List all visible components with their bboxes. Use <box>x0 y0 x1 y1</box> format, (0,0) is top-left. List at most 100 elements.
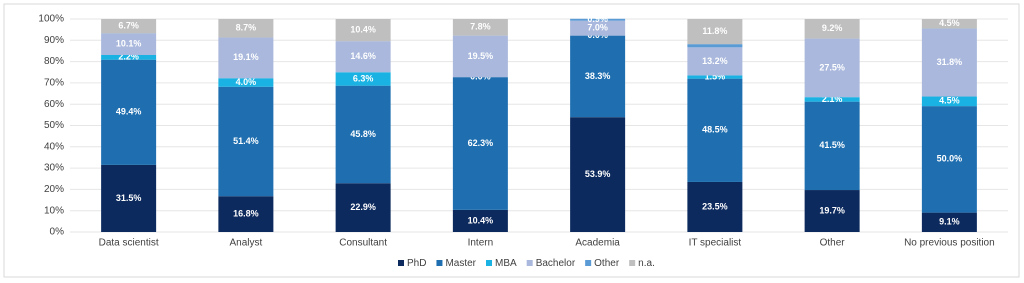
bar-segment <box>687 75 743 79</box>
legend-swatch <box>398 260 404 266</box>
bar-segment <box>921 96 977 107</box>
y-tick-label: 40% <box>44 141 64 152</box>
data-label: 22.9% <box>350 202 376 212</box>
data-label: 41.5% <box>819 140 845 150</box>
data-label: 13.2% <box>702 56 728 66</box>
data-label: 14.6% <box>350 51 376 61</box>
x-tick-label: Other <box>820 238 846 249</box>
bar-segment <box>101 33 157 55</box>
data-label: 31.5% <box>116 193 142 203</box>
y-tick-label: 50% <box>44 120 64 131</box>
data-label: 50.0% <box>937 154 963 164</box>
bar-segment <box>687 19 743 45</box>
data-label: 48.5% <box>702 125 728 135</box>
data-label: 6.3% <box>353 73 374 83</box>
bar-segment <box>570 18 626 21</box>
bar-segment <box>921 212 977 232</box>
bar-segment <box>804 38 860 98</box>
data-label: 10.1% <box>116 39 142 49</box>
y-tick-label: 90% <box>44 35 64 46</box>
y-tick-label: 10% <box>44 205 64 216</box>
bar-segment <box>570 35 626 118</box>
data-label: 9.1% <box>939 217 960 227</box>
y-tick-label: 80% <box>44 56 64 67</box>
bar-segment <box>218 78 274 87</box>
bar-segment <box>335 41 391 73</box>
legend: PhD Master MBA Bachelor Other n.a. <box>398 258 655 269</box>
bar-segment <box>452 19 508 36</box>
legend-swatch <box>486 260 493 266</box>
data-label: 8.7% <box>236 23 257 33</box>
bar-segment <box>335 183 391 232</box>
y-tick-label: 30% <box>44 163 64 174</box>
data-label: 23.5% <box>702 201 728 211</box>
data-label: 27.5% <box>819 62 845 72</box>
data-label: 62.3% <box>468 138 494 148</box>
data-label: 7.0% <box>587 23 608 33</box>
bar-segment <box>452 35 508 78</box>
legend-label: MBA <box>495 258 517 269</box>
x-tick-label: Data scientist <box>99 238 159 249</box>
data-label: 7.8% <box>470 22 491 32</box>
data-label: 2.2% <box>118 52 139 62</box>
bar-segment <box>335 85 391 184</box>
data-label: 19.1% <box>233 52 259 62</box>
bar-segment <box>804 97 860 102</box>
legend-label: Bachelor <box>536 258 576 269</box>
y-tick-label: 60% <box>44 99 64 110</box>
y-tick-label: 20% <box>44 184 64 195</box>
legend-label: PhD <box>407 258 426 269</box>
data-label: 45.8% <box>350 129 376 139</box>
bar-segment <box>218 196 274 232</box>
y-tick-label: 0% <box>50 227 65 238</box>
bar-segment <box>452 209 508 232</box>
x-tick-label: No previous position <box>904 238 995 249</box>
bar-segment <box>218 86 274 197</box>
bar-segment <box>570 20 626 36</box>
data-label: 11.8% <box>702 26 727 36</box>
bar-segment <box>921 106 977 213</box>
x-tick-label: Analyst <box>229 238 262 249</box>
bar-segment <box>335 72 391 86</box>
bar-segment <box>570 117 626 232</box>
data-label: 10.4% <box>350 24 376 34</box>
bar-segment <box>101 19 157 34</box>
bar-segment <box>101 59 157 165</box>
legend-swatch <box>629 260 636 266</box>
bar-segment <box>687 44 743 48</box>
bar-segment <box>452 77 508 210</box>
legend-label: Master <box>445 258 476 269</box>
x-tick-label: Consultant <box>339 238 387 249</box>
bar-segment <box>804 19 860 39</box>
data-label: 2.1% <box>822 94 843 104</box>
y-tick-label: 100% <box>38 14 64 25</box>
bar-segment <box>921 28 977 97</box>
bar-segment <box>335 19 391 42</box>
data-label: 10.4% <box>468 215 494 225</box>
data-label: 19.7% <box>819 205 845 215</box>
x-tick-label: IT specialist <box>689 238 742 249</box>
x-tick-label: Academia <box>575 238 620 249</box>
data-label: 53.9% <box>585 169 611 179</box>
legend-label: n.a. <box>638 258 655 269</box>
data-label: 49.4% <box>116 107 142 117</box>
bar-segment <box>921 19 977 29</box>
data-label: 4.5% <box>939 18 960 28</box>
legend-label: Other <box>594 258 620 269</box>
legend-swatch <box>585 260 592 266</box>
frame <box>3 3 1020 278</box>
bar-segment <box>687 181 743 232</box>
legend-swatch <box>526 260 533 266</box>
data-label: 0.9% <box>587 14 608 24</box>
x-tick-label: Intern <box>468 238 494 249</box>
data-label: 6.7% <box>118 21 139 31</box>
data-label: 19.5% <box>468 51 494 61</box>
bar-segment <box>687 78 743 182</box>
data-label: 16.8% <box>233 208 259 218</box>
data-label: 4.0% <box>236 77 257 87</box>
bar-segment <box>101 164 157 232</box>
legend-swatch <box>436 260 443 266</box>
data-label: 1.5% <box>705 71 726 81</box>
bar-segment <box>101 54 157 60</box>
